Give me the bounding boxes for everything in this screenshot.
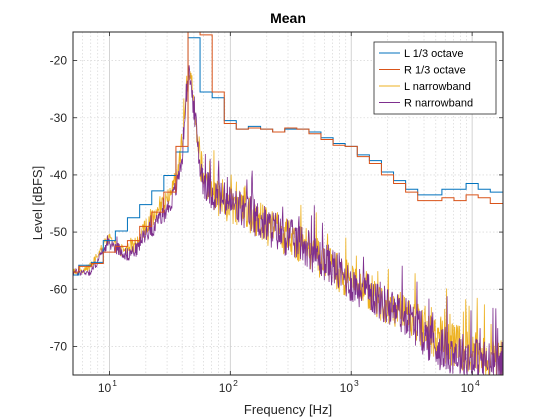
legend-label: L 1/3 octave <box>404 48 464 60</box>
y-tick-label: -40 <box>50 168 68 182</box>
legend-label: R 1/3 octave <box>404 65 466 77</box>
x-tick-label: 103 <box>340 378 359 395</box>
legend-label: R narrowband <box>404 98 473 110</box>
plot-frame <box>72 31 504 376</box>
axis-ticks: 101 102 103 104 -20 -30 -40 -50 -60 -70 <box>50 32 503 395</box>
y-tick-label: -30 <box>50 111 68 125</box>
legend-label: L narrowband <box>404 81 471 93</box>
legend: L 1/3 octave R 1/3 octave L narrowband R na… <box>373 41 497 115</box>
x-axis-label: Frequency [Hz] <box>244 402 332 417</box>
x-tick-label: 104 <box>461 378 480 395</box>
x-tick-label: 102 <box>219 378 238 395</box>
y-tick-label: -60 <box>50 282 68 296</box>
series-lines <box>73 32 503 375</box>
y-tick-label: -70 <box>50 339 68 353</box>
y-tick-label: -20 <box>50 54 68 68</box>
series-line-3 <box>73 65 503 375</box>
chart-title: Mean <box>270 10 306 26</box>
x-tick-label: 101 <box>98 378 117 395</box>
y-tick-label: -50 <box>50 225 68 239</box>
series-line-1 <box>73 32 503 273</box>
y-axis-label: Level [dBFS] <box>30 166 45 240</box>
